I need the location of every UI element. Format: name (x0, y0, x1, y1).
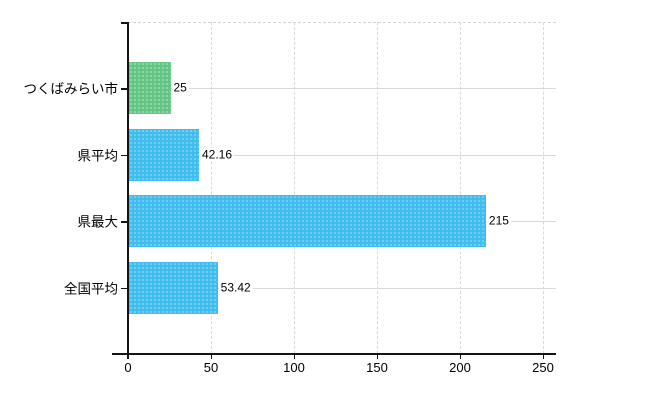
bar (129, 128, 199, 181)
bar-value-label: 42.16 (199, 147, 235, 162)
x-tick-label: 0 (124, 360, 132, 375)
x-axis-tick (460, 354, 462, 359)
vertical-gridline (377, 22, 378, 354)
x-axis-tick (543, 354, 545, 359)
x-axis-line (112, 353, 556, 355)
x-tick-label: 200 (449, 360, 471, 375)
vertical-gridline (460, 22, 461, 354)
bar-value-label: 53.42 (218, 280, 253, 295)
x-axis-tick (294, 354, 296, 359)
x-tick-label: 50 (203, 360, 219, 375)
category-label: つくばみらい市 (23, 81, 119, 97)
x-axis-tick (377, 354, 379, 359)
y-axis-tick (121, 154, 128, 157)
x-tick-label: 250 (532, 360, 554, 375)
y-axis-tick (121, 88, 128, 90)
y-axis-tick (121, 221, 128, 223)
y-axis-tick (121, 287, 128, 289)
vertical-gridline (211, 22, 212, 354)
bar (129, 261, 218, 314)
row-gridline (128, 287, 556, 289)
vertical-gridline (543, 22, 544, 354)
x-axis-tick (211, 354, 213, 359)
row-gridline (128, 88, 556, 90)
x-tick-label: 100 (283, 360, 305, 375)
x-tick-label: 150 (366, 360, 388, 375)
category-label: 県平均 (77, 148, 119, 164)
bar (129, 195, 486, 248)
y-axis-line (127, 22, 129, 359)
bar-value-label: 25 (171, 81, 189, 96)
bar (129, 62, 171, 115)
x-axis-tick (128, 354, 130, 359)
vertical-gridline (294, 22, 295, 354)
y-axis-top-tick (121, 22, 128, 24)
bar-value-label: 215 (486, 213, 511, 228)
plot-top-border (128, 22, 556, 23)
category-label: 県最大 (77, 214, 119, 230)
row-gridline (128, 154, 556, 156)
category-label: 全国平均 (64, 281, 118, 297)
